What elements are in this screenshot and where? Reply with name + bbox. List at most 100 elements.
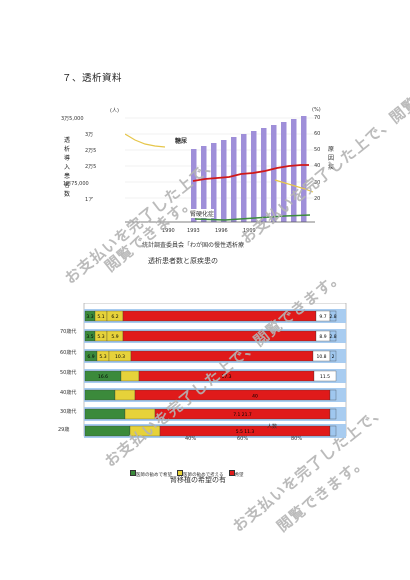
data-label: 7.1 21.7 xyxy=(233,412,252,418)
y-left-tick: 1ア xyxy=(85,197,94,203)
y-left-tick: 3万 xyxy=(85,132,94,138)
legend-swatch-yellow xyxy=(177,470,184,476)
data-label: 5.3 xyxy=(97,334,104,340)
annotation-top: 糖尿 xyxy=(175,136,188,145)
x-tick: 80% xyxy=(291,436,303,442)
chart2: 3.3 5.1 6.2 9.7 2.8 3.5 5.3 5.9 8.9 2.8 6.9 5.3 10.3… xyxy=(55,303,355,503)
bar-segment xyxy=(329,350,337,362)
left-axis-label: 透析導入患者数 xyxy=(63,137,70,198)
bar xyxy=(221,140,227,222)
bar xyxy=(271,125,277,222)
data-label: 10.8 xyxy=(316,354,326,360)
x-tick: 60% xyxy=(237,436,249,442)
legend-swatch-red xyxy=(228,470,235,476)
chart1-plot xyxy=(125,116,315,223)
legend-label: 医師の勧めで希望 xyxy=(136,473,172,478)
bar-segment xyxy=(134,389,331,401)
source-note: 統計調査委員会「わが国の慢性透析療 xyxy=(142,242,245,249)
x-tick: 1990 xyxy=(162,228,175,234)
row-label: 30歳代 xyxy=(60,409,77,415)
y-left-tick: 2万5 xyxy=(85,164,97,170)
section-title: ７、透析資料 xyxy=(62,73,123,84)
data-label: 2 xyxy=(332,354,335,360)
bar-segment xyxy=(329,330,337,342)
data-label: 6.2 xyxy=(111,314,118,320)
x-unit: 人数 xyxy=(267,424,278,430)
chart2-plot: 3.3 5.1 6.2 9.7 2.83.5 5.3 5.9 8.9 2.86.9 5.3 10.3… xyxy=(83,303,347,438)
data-label: 3.5 xyxy=(86,334,93,340)
legend-label: 希望 xyxy=(234,473,244,478)
y-right-tick: 30 xyxy=(314,180,321,186)
data-label: 10.3 xyxy=(115,354,125,360)
line-series-yellow xyxy=(125,133,166,148)
y-right-tick: 60 xyxy=(314,131,321,137)
line-series-yellow-right xyxy=(274,179,314,193)
data-label: 16.6 xyxy=(98,374,108,380)
x-tick: 1999 xyxy=(243,228,256,234)
bar xyxy=(191,149,197,222)
chart1-caption: 透析患者数と原疾患の xyxy=(148,257,218,265)
data-label: 8.9 xyxy=(319,334,326,340)
y-left-tick: 3万5,000 xyxy=(61,116,84,122)
bar-segment xyxy=(329,389,337,401)
bar xyxy=(291,119,297,222)
bar-segment xyxy=(114,389,136,401)
row-label: 70歳代 xyxy=(60,329,77,335)
data-label: 2.8 xyxy=(329,334,336,340)
bar xyxy=(201,146,207,222)
legend-label: 医師の勧めで考える xyxy=(183,473,224,478)
data-label: 5.3 xyxy=(99,354,106,360)
line-series-red xyxy=(192,164,309,182)
data-label: 5.9 xyxy=(111,334,118,340)
line-series-green xyxy=(194,214,311,221)
data-label: 5.5 11.3 xyxy=(236,429,255,435)
y-right-tick: 70 xyxy=(314,115,321,121)
row-label: 60歳代 xyxy=(60,350,77,356)
bar-segment xyxy=(120,370,140,382)
bar xyxy=(281,122,287,222)
y-right-tick: 40 xyxy=(314,163,321,169)
legend-swatch-green xyxy=(130,470,136,476)
x-tick: 40% xyxy=(185,436,197,442)
bar-segment xyxy=(313,370,337,382)
bar xyxy=(301,116,307,222)
bar xyxy=(261,128,267,222)
bar-series xyxy=(191,116,307,222)
chart2-caption: 腎移植の希望の有 xyxy=(170,476,226,484)
legend-item: 医師の勧めで希望 xyxy=(130,470,172,478)
bar-segment xyxy=(329,310,337,322)
x-tick: 1993 xyxy=(187,228,200,234)
legend-item: 希望 xyxy=(228,470,244,478)
right-unit: (%) xyxy=(312,107,321,113)
row-label: 29歳 xyxy=(58,427,70,433)
row-label: 40歳代 xyxy=(60,390,77,396)
y-left-tick: 2万5 xyxy=(85,148,97,154)
annotation-mid: 腎硬化症 xyxy=(190,209,215,218)
data-label: 6.9 xyxy=(87,354,94,360)
data-label: 9.7 xyxy=(319,314,326,320)
bar xyxy=(231,137,237,222)
legend: 医師の勧めで希望 医師の勧めで考える 希望 xyxy=(130,461,330,480)
data-label: 17.3 xyxy=(221,374,231,380)
x-tick: 1996 xyxy=(215,228,228,234)
data-label: 3.3 xyxy=(86,314,93,320)
data-label: 40 xyxy=(252,394,258,400)
left-unit: (人) xyxy=(110,108,119,114)
bar-segment xyxy=(329,425,337,437)
data-label: 5.1 xyxy=(97,314,104,320)
right-axis-label: 原因疾 xyxy=(327,146,334,171)
bar-segment xyxy=(122,330,317,342)
legend-item: 医師の勧めで考える xyxy=(177,470,224,478)
bar-segment xyxy=(329,408,337,420)
bar xyxy=(211,143,217,222)
bar-segment xyxy=(84,408,126,420)
bar xyxy=(251,131,257,222)
y-right-tick: 20 xyxy=(314,196,321,202)
y-left-tick: 1万75,000 xyxy=(63,181,89,187)
chart1: (人) (%) 3万5,000 3万 2万5 2万5 1万75,000 1ア 透… xyxy=(55,100,345,275)
data-label: 11.5 xyxy=(320,374,330,380)
stacked-bars: 3.3 5.1 6.2 9.7 2.83.5 5.3 5.9 8.9 2.86.9 5.3 10.3… xyxy=(84,309,346,438)
bar-segment xyxy=(84,389,116,401)
row-label: 50歳代 xyxy=(60,370,77,376)
y-right-tick: 50 xyxy=(314,147,321,153)
